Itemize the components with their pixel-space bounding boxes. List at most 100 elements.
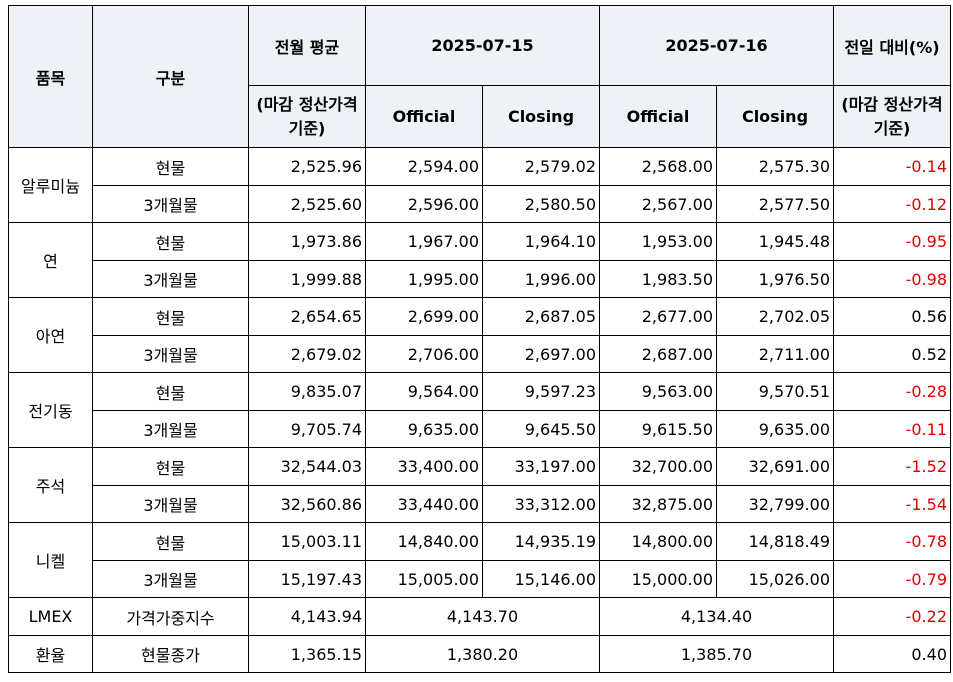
date-2-official-cell: 2,567.00 [599, 185, 717, 223]
date-1-closing-cell: 2,579.02 [482, 147, 600, 186]
item-name: 환율 [8, 635, 93, 673]
prev-month-avg-cell: 2,525.60 [248, 185, 366, 223]
item-name: 주석 [8, 447, 93, 523]
header-date-2: 2025-07-16 [599, 5, 834, 86]
date-1-closing-cell: 15,146.00 [482, 560, 600, 598]
change-cell: -0.79 [833, 560, 951, 598]
date-2-closing-cell: 1,976.50 [716, 260, 834, 298]
category-cell: 3개월물 [92, 485, 249, 523]
date-1-closing-cell: 9,597.23 [482, 372, 600, 411]
table-row: 환율 현물종가 1,365.15 1,380.20 1,385.70 0.40 [8, 635, 951, 673]
date-2-closing-cell: 32,799.00 [716, 485, 834, 523]
date-1-official-cell: 2,706.00 [365, 335, 483, 373]
change-cell: -0.12 [833, 185, 951, 223]
change-cell: -0.98 [833, 260, 951, 298]
table-row: 주석 현물 32,544.03 33,400.00 33,197.00 32,700.00… [8, 447, 951, 523]
date-2-closing-cell: 2,711.00 [716, 335, 834, 373]
date-2-closing-cell: 1,945.48 [716, 222, 834, 261]
prev-month-avg-cell: 9,835.07 [248, 372, 366, 411]
change-cell: -0.78 [833, 522, 951, 561]
header-change-basis: (마감 정산가격 기준) [833, 85, 951, 148]
table-row: 전기동 현물 9,835.07 9,564.00 9,597.23 9,563.00 9,5… [8, 372, 951, 448]
date-2-official-cell: 15,000.00 [599, 560, 717, 598]
date-1-official-cell: 15,005.00 [365, 560, 483, 598]
header-row-top: 품목 구분 전월 평균 2025-07-15 2025-07-16 전일 대비(… [8, 5, 951, 148]
date-2-closing-cell: 15,026.00 [716, 560, 834, 598]
date-1-closing-cell: 1,996.00 [482, 260, 600, 298]
date-1-value-cell: 4,143.70 [365, 597, 600, 636]
prev-month-avg-cell: 1,365.15 [248, 635, 366, 673]
date-2-official-cell: 1,953.00 [599, 222, 717, 261]
date-1-closing-cell: 14,935.19 [482, 522, 600, 561]
change-cell: -1.54 [833, 485, 951, 523]
table-row: 3개월물 2,525.60 2,596.00 2,580.50 2,567.00 2,57… [9, 185, 951, 223]
category-cell: 3개월물 [92, 335, 249, 373]
date-1-closing-cell: 2,687.05 [482, 297, 600, 336]
date-1-official-cell: 14,840.00 [365, 522, 483, 561]
header-date-1-closing: Closing [482, 85, 600, 148]
date-1-official-cell: 9,564.00 [365, 372, 483, 411]
category-cell: 3개월물 [92, 410, 249, 448]
date-1-official-cell: 2,594.00 [365, 147, 483, 186]
header-row-sub: (마감 정산가격 기준) Official Closing Official C… [9, 85, 951, 148]
header-date-2-official: Official [599, 85, 717, 148]
table-row: 아연 현물 2,654.65 2,699.00 2,687.05 2,677.00 2,70… [8, 297, 951, 373]
header-date-2-closing: Closing [716, 85, 834, 148]
date-2-official-cell: 9,563.00 [599, 372, 717, 411]
change-cell: 0.40 [833, 635, 951, 673]
prev-month-avg-cell: 2,654.65 [248, 297, 366, 336]
date-1-official-cell: 1,995.00 [365, 260, 483, 298]
date-2-value-cell: 4,134.40 [599, 597, 834, 636]
date-2-official-cell: 2,568.00 [599, 147, 717, 186]
date-2-closing-cell: 9,570.51 [716, 372, 834, 411]
date-1-closing-cell: 9,645.50 [482, 410, 600, 448]
prev-month-avg-cell: 32,560.86 [248, 485, 366, 523]
table-row: 3개월물 9,705.74 9,635.00 9,645.50 9,615.50 9,63… [9, 410, 951, 448]
date-2-closing-cell: 2,575.30 [716, 147, 834, 186]
table-body: 알루미늄 현물 2,525.96 2,594.00 2,579.02 2,568.00 2,… [8, 147, 951, 673]
prev-month-avg-cell: 4,143.94 [248, 597, 366, 636]
date-2-official-cell: 9,615.50 [599, 410, 717, 448]
prev-month-avg-cell: 9,705.74 [248, 410, 366, 448]
date-2-official-cell: 14,800.00 [599, 522, 717, 561]
table-row: 3개월물 1,999.88 1,995.00 1,996.00 1,983.50 1,97… [9, 260, 951, 298]
date-1-closing-cell: 1,964.10 [482, 222, 600, 261]
change-cell: 0.56 [833, 297, 951, 336]
date-1-closing-cell: 33,197.00 [482, 447, 600, 486]
date-2-closing-cell: 2,577.50 [716, 185, 834, 223]
date-1-value-cell: 1,380.20 [365, 635, 600, 673]
change-cell: -0.22 [833, 597, 951, 636]
table-row: 3개월물 15,197.43 15,005.00 15,146.00 15,000.00… [9, 560, 951, 598]
prev-month-avg-cell: 15,003.11 [248, 522, 366, 561]
date-2-official-cell: 32,875.00 [599, 485, 717, 523]
header-prev-month-avg: 전월 평균 [248, 5, 366, 86]
date-1-official-cell: 33,400.00 [365, 447, 483, 486]
prev-month-avg-cell: 2,525.96 [248, 147, 366, 186]
date-1-official-cell: 33,440.00 [365, 485, 483, 523]
prev-month-avg-cell: 1,999.88 [248, 260, 366, 298]
date-1-closing-cell: 2,580.50 [482, 185, 600, 223]
date-1-official-cell: 1,967.00 [365, 222, 483, 261]
metals-price-table: 품목 구분 전월 평균 2025-07-15 2025-07-16 전일 대비(… [8, 5, 951, 673]
table-row: 3개월물 32,560.86 33,440.00 33,312.00 32,875.00… [9, 485, 951, 523]
date-2-closing-cell: 9,635.00 [716, 410, 834, 448]
table-row: LMEX 가격가중지수 4,143.94 4,143.70 4,134.40 -0.22 [8, 597, 951, 636]
date-2-official-cell: 1,983.50 [599, 260, 717, 298]
prev-month-avg-cell: 32,544.03 [248, 447, 366, 486]
table-row: 3개월물 2,679.02 2,706.00 2,697.00 2,687.00 2,71… [9, 335, 951, 373]
category-cell: 가격가중지수 [92, 597, 249, 636]
item-name: 니켈 [8, 522, 93, 598]
table-row: 니켈 현물 15,003.11 14,840.00 14,935.19 14,800.00… [8, 522, 951, 598]
category-cell: 현물 [92, 222, 249, 261]
table-row: 연 현물 1,973.86 1,967.00 1,964.10 1,953.00 1,945… [8, 222, 951, 298]
date-2-official-cell: 32,700.00 [599, 447, 717, 486]
change-cell: -1.52 [833, 447, 951, 486]
header-category: 구분 [92, 5, 249, 148]
date-1-closing-cell: 33,312.00 [482, 485, 600, 523]
date-1-official-cell: 9,635.00 [365, 410, 483, 448]
category-cell: 현물 [92, 372, 249, 411]
header-date-1-official: Official [365, 85, 483, 148]
date-2-official-cell: 2,677.00 [599, 297, 717, 336]
category-cell: 현물 [92, 522, 249, 561]
date-2-closing-cell: 2,702.05 [716, 297, 834, 336]
